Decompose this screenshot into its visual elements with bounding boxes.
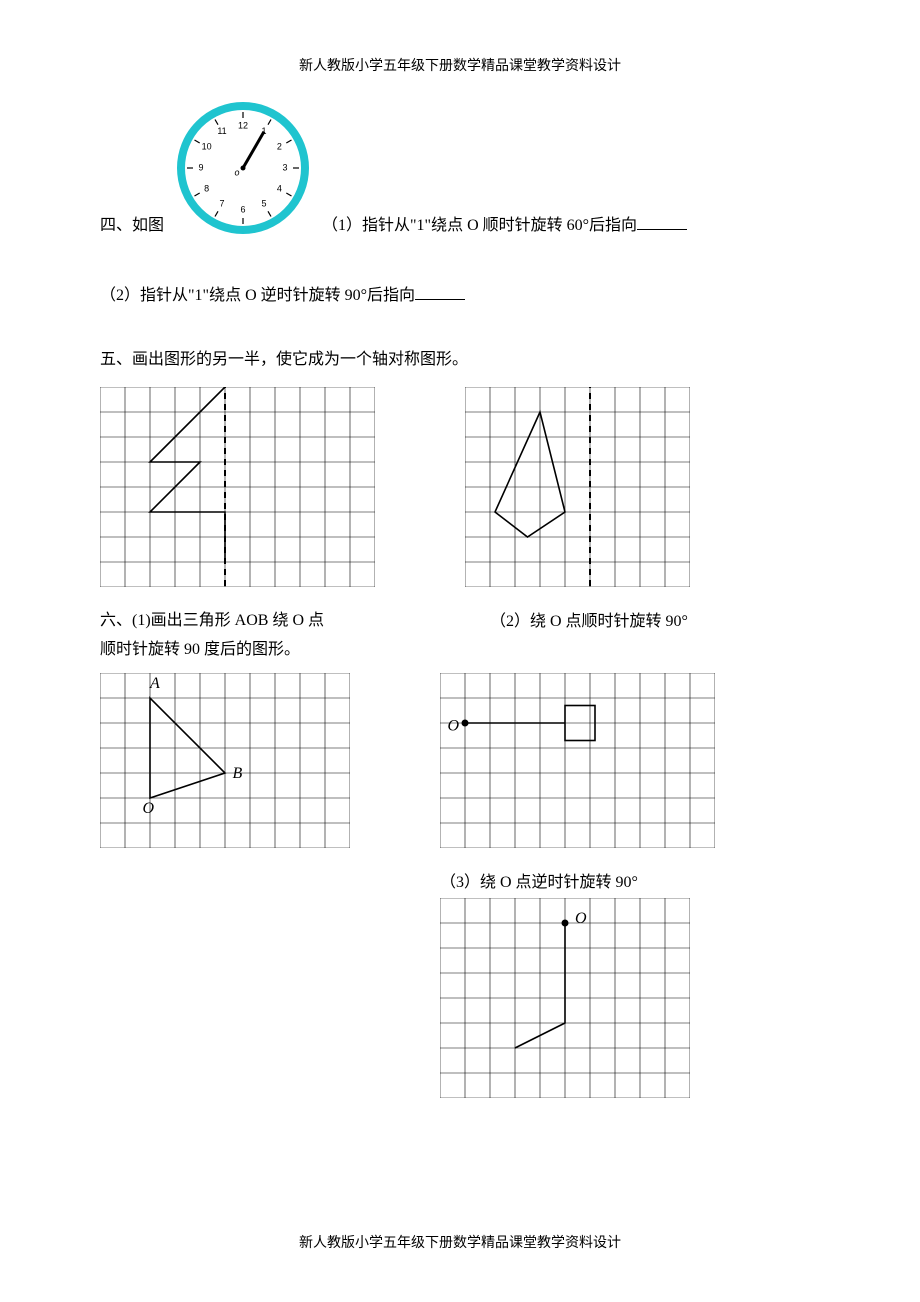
q5-text: 五、画出图形的另一半，使它成为一个轴对称图形。	[100, 345, 820, 369]
clock-center-label: o	[235, 167, 240, 177]
svg-text:2: 2	[277, 141, 282, 151]
q4-part2-text: （2）指针从"1"绕点 O 逆时针旋转 90°后指向	[100, 287, 415, 304]
q6-part2-text: （2）绕 O 点顺时针旋转 90°	[490, 607, 790, 631]
q5-grid-right	[465, 387, 690, 587]
clock-hand	[243, 132, 264, 168]
q6-left-line1: 六、(1)画出三角形 AOB 绕 O 点	[100, 607, 400, 636]
svg-text:12: 12	[238, 120, 248, 130]
question-4-row: 四、如图 121234567891011 o （1）指针从"1"绕点 O 顺时针…	[100, 95, 820, 241]
svg-text:O: O	[575, 910, 587, 927]
q6-part1-text: 六、(1)画出三角形 AOB 绕 O 点 顺时针旋转 90 度后的图形。	[100, 607, 400, 665]
q5-grid-left	[100, 387, 375, 587]
q6-grid-1: A B O	[100, 673, 350, 1098]
q4-part2-line: （2）指针从"1"绕点 O 逆时针旋转 90°后指向	[100, 281, 820, 305]
q4-prefix: 四、如图	[100, 211, 164, 235]
svg-text:11: 11	[217, 126, 226, 136]
clock-figure: 121234567891011 o	[170, 95, 316, 241]
svg-text:B: B	[233, 765, 243, 782]
svg-text:6: 6	[241, 204, 246, 214]
svg-text:A: A	[149, 675, 160, 692]
q4-blank-1[interactable]	[637, 214, 687, 230]
svg-text:O: O	[143, 800, 155, 817]
q4-blank-2[interactable]	[415, 284, 465, 300]
svg-text:5: 5	[262, 199, 267, 209]
page-header: 新人教版小学五年级下册数学精品课堂教学资料设计	[0, 55, 920, 75]
q4-part1-text: （1）指针从"1"绕点 O 顺时针旋转 60°后指向	[322, 217, 637, 234]
svg-text:7: 7	[220, 199, 225, 209]
q6-left-line2: 顺时针旋转 90 度后的图形。	[100, 636, 400, 665]
q6-part3-text: （3）绕 O 点逆时针旋转 90°	[440, 868, 715, 892]
svg-text:O: O	[448, 717, 460, 734]
svg-text:9: 9	[199, 162, 204, 172]
page-footer: 新人教版小学五年级下册数学精品课堂教学资料设计	[0, 1232, 920, 1252]
q4-part1: （1）指针从"1"绕点 O 顺时针旋转 60°后指向	[322, 211, 820, 235]
svg-text:4: 4	[277, 183, 282, 193]
svg-text:3: 3	[283, 162, 288, 172]
q6-grid-2: O （3）绕 O 点逆时针旋转 90° O	[440, 673, 715, 1098]
q6-grid-3: O	[440, 898, 690, 1098]
svg-text:8: 8	[204, 183, 209, 193]
svg-text:10: 10	[202, 141, 212, 151]
